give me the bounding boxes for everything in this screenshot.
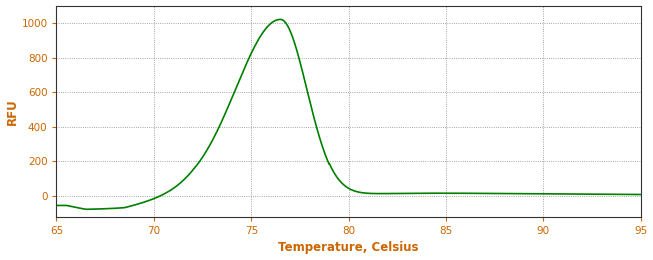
X-axis label: Temperature, Celsius: Temperature, Celsius xyxy=(278,242,419,255)
Y-axis label: RFU: RFU xyxy=(6,98,18,125)
